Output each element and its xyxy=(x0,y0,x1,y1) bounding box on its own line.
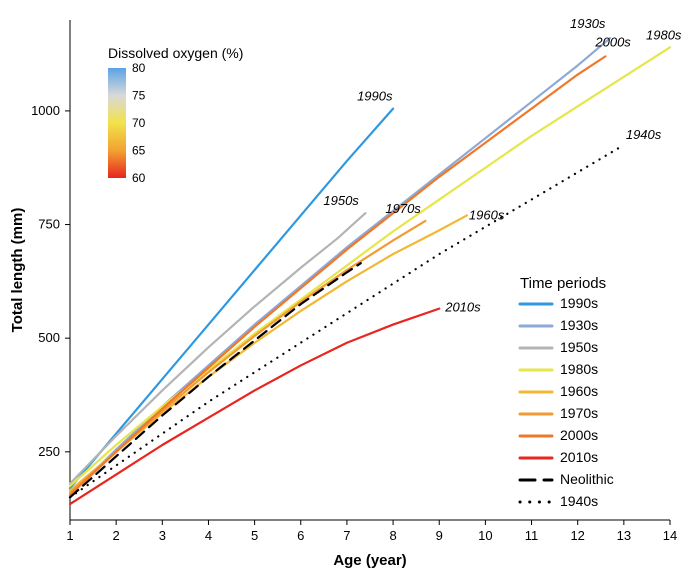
time-periods-legend-title: Time periods xyxy=(520,275,606,292)
dissolved-oxygen-colorbar xyxy=(108,68,126,178)
chart-svg: 12345678910111213142505007501000Age (yea… xyxy=(0,0,685,579)
series-label-1930s: 1930s xyxy=(570,16,606,31)
x-tick-label: 9 xyxy=(436,528,443,543)
legend-item-label: 1950s xyxy=(560,339,598,355)
series-label-1970s: 1970s xyxy=(385,201,421,216)
y-tick-label: 750 xyxy=(38,217,60,232)
series-1960s xyxy=(70,215,467,490)
x-tick-label: 14 xyxy=(663,528,677,543)
y-tick-label: 500 xyxy=(38,330,60,345)
legend-item-label: 1930s xyxy=(560,317,598,333)
x-tick-label: 5 xyxy=(251,528,258,543)
x-tick-label: 2 xyxy=(113,528,120,543)
series-label-1960s: 1960s xyxy=(469,207,505,222)
x-tick-label: 1 xyxy=(66,528,73,543)
legend-item-label: 2000s xyxy=(560,427,598,443)
legend-item-label: 2010s xyxy=(560,449,598,465)
x-tick-label: 7 xyxy=(343,528,350,543)
legend-item-label: Neolithic xyxy=(560,471,614,487)
x-tick-label: 13 xyxy=(617,528,631,543)
legend-item-label: 1960s xyxy=(560,383,598,399)
dissolved-oxygen-tick-label: 80 xyxy=(132,61,146,75)
series-label-1990s: 1990s xyxy=(357,89,393,104)
dissolved-oxygen-tick-label: 60 xyxy=(132,171,146,185)
series-1970s xyxy=(70,221,425,493)
series-label-1950s: 1950s xyxy=(323,193,359,208)
x-axis-title: Age (year) xyxy=(333,552,406,569)
x-tick-label: 12 xyxy=(570,528,584,543)
series-label-2010s: 2010s xyxy=(444,300,481,315)
growth-chart: 12345678910111213142505007501000Age (yea… xyxy=(0,0,685,579)
y-tick-label: 1000 xyxy=(31,103,60,118)
dissolved-oxygen-tick-label: 65 xyxy=(132,144,146,158)
dissolved-oxygen-tick-label: 70 xyxy=(132,116,146,130)
series-label-1940s: 1940s xyxy=(626,127,662,142)
dissolved-oxygen-legend-title: Dissolved oxygen (%) xyxy=(108,45,243,61)
x-tick-label: 11 xyxy=(525,528,539,543)
x-tick-label: 4 xyxy=(205,528,212,543)
series-Neolithic xyxy=(70,263,361,497)
series-label-2000s: 2000s xyxy=(594,34,631,49)
series-label-1980s: 1980s xyxy=(646,27,682,42)
time-periods-legend: Time periods 1990s 1930s 1950s 1980s 1960s 197… xyxy=(520,275,614,509)
legend-item-label: 1970s xyxy=(560,405,598,421)
dissolved-oxygen-legend: Dissolved oxygen (%)80 75 70 65 60 xyxy=(108,45,243,185)
series-2010s xyxy=(70,309,439,504)
x-tick-label: 6 xyxy=(297,528,304,543)
legend-item-label: 1980s xyxy=(560,361,598,377)
x-tick-label: 10 xyxy=(478,528,492,543)
dissolved-oxygen-tick-label: 75 xyxy=(132,89,146,103)
x-tick-label: 8 xyxy=(389,528,396,543)
legend-item-label: 1940s xyxy=(560,493,598,509)
x-tick-label: 3 xyxy=(159,528,166,543)
y-tick-label: 250 xyxy=(38,444,60,459)
y-axis-title: Total length (mm) xyxy=(9,208,26,333)
legend-item-label: 1990s xyxy=(560,295,598,311)
series-1950s xyxy=(70,213,365,483)
